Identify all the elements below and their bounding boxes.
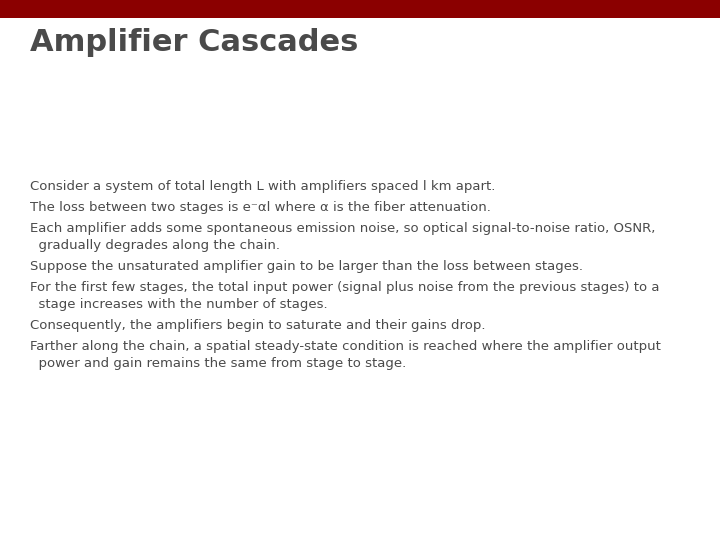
Text: The loss between two stages is e⁻αl where α is the fiber attenuation.: The loss between two stages is e⁻αl wher… xyxy=(30,201,491,214)
Text: Each amplifier adds some spontaneous emission noise, so optical signal-to-noise : Each amplifier adds some spontaneous emi… xyxy=(30,222,655,235)
Text: Suppose the unsaturated amplifier gain to be larger than the loss between stages: Suppose the unsaturated amplifier gain t… xyxy=(30,260,583,273)
Text: Consider a system of total length L with amplifiers spaced l km apart.: Consider a system of total length L with… xyxy=(30,180,495,193)
Bar xyxy=(0,0,720,18)
Text: power and gain remains the same from stage to stage.: power and gain remains the same from sta… xyxy=(30,357,406,370)
Text: gradually degrades along the chain.: gradually degrades along the chain. xyxy=(30,239,280,252)
Text: Farther along the chain, a spatial steady-state condition is reached where the a: Farther along the chain, a spatial stead… xyxy=(30,340,661,353)
Text: Consequently, the amplifiers begin to saturate and their gains drop.: Consequently, the amplifiers begin to sa… xyxy=(30,319,485,332)
Text: Amplifier Cascades: Amplifier Cascades xyxy=(30,28,359,57)
Text: stage increases with the number of stages.: stage increases with the number of stage… xyxy=(30,298,328,311)
Text: For the first few stages, the total input power (signal plus noise from the prev: For the first few stages, the total inpu… xyxy=(30,281,660,294)
